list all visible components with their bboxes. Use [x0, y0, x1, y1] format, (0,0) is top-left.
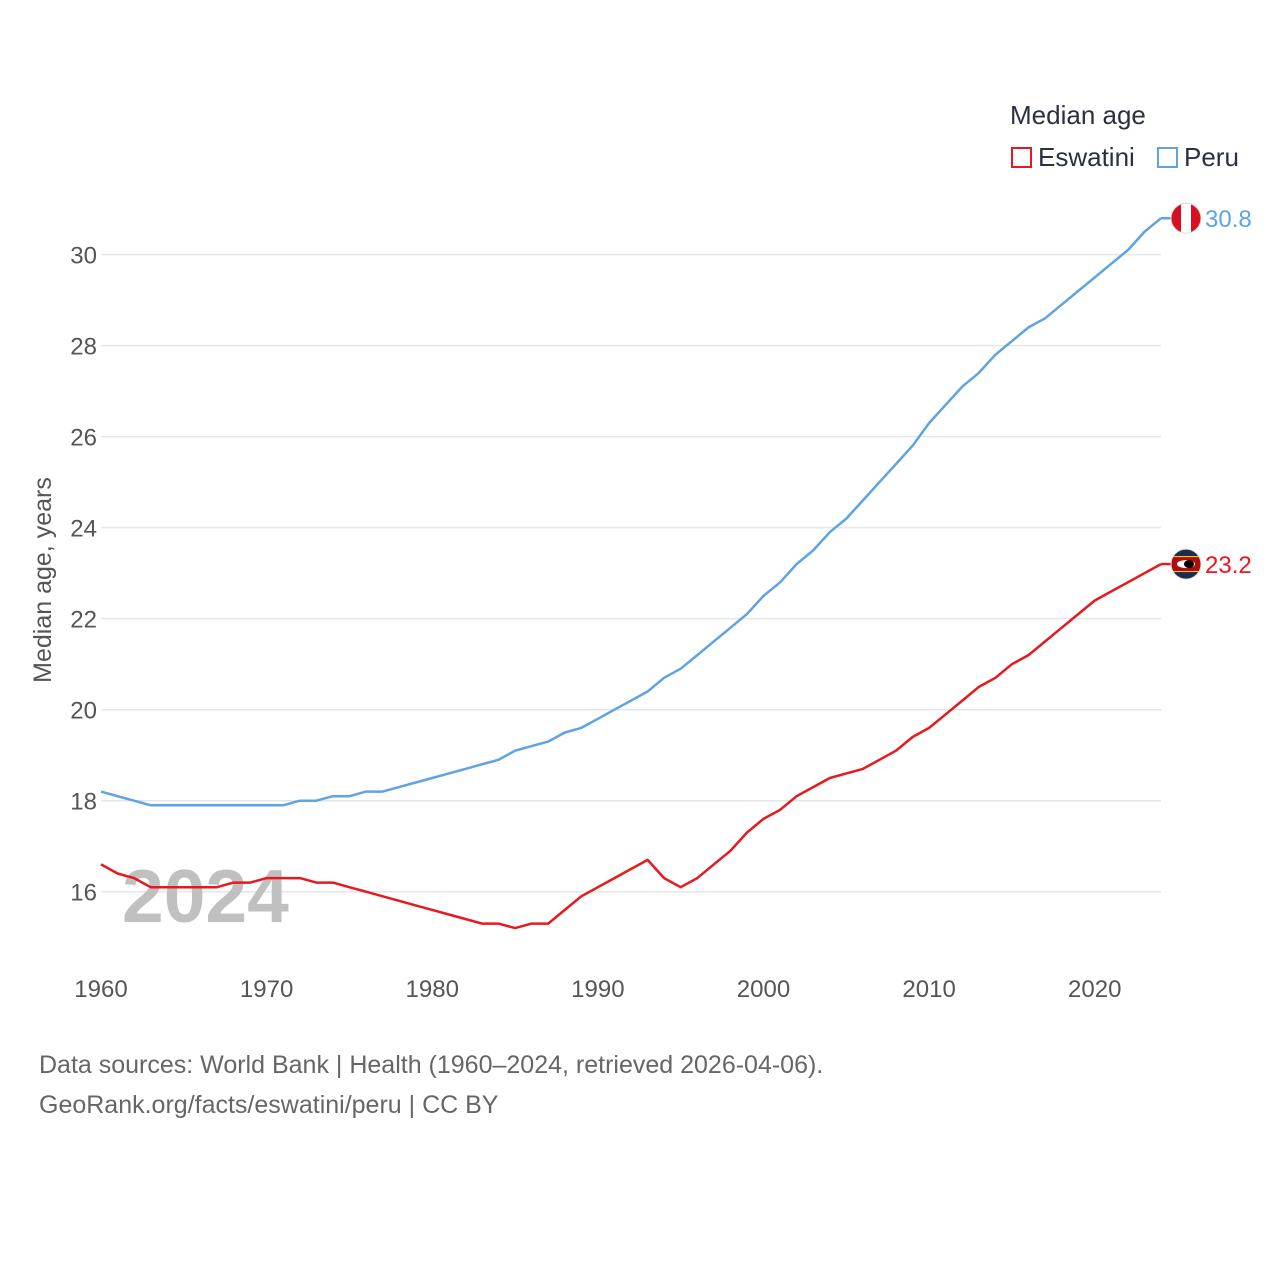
end-label-eswatini: 23.2	[1205, 552, 1252, 579]
y-axis-ticks: 16 18 20 22 24 26 28 30	[70, 243, 97, 907]
endpoint-layer: 23.2 30.8	[1161, 202, 1252, 580]
eswatini-flag-icon	[1170, 548, 1202, 580]
y-tick-label: 22	[70, 607, 97, 634]
grid-layer	[101, 253, 1161, 893]
end-label-peru: 30.8	[1205, 206, 1252, 233]
y-tick-label: 28	[70, 334, 97, 361]
series-line-peru[interactable]	[100, 217, 1162, 807]
y-tick-label: 26	[70, 425, 97, 452]
legend-label-peru: Peru	[1184, 142, 1239, 172]
source-line-2[interactable]: GeoRank.org/facts/eswatini/peru | CC BY	[39, 1091, 499, 1119]
y-tick-label: 24	[70, 516, 97, 543]
x-tick-label: 1980	[406, 976, 459, 1003]
x-tick-label: 1990	[571, 976, 624, 1003]
series-layer	[100, 217, 1162, 930]
legend-swatch-eswatini	[1011, 147, 1032, 168]
source-note: Data sources: World Bank | Health (1960–…	[39, 1045, 823, 1125]
peru-flag-icon	[1170, 202, 1202, 234]
series-line-eswatini[interactable]	[100, 563, 1162, 930]
x-axis-ticks: 1960 1970 1980 1990 2000 2010 2020	[74, 976, 1121, 1003]
x-tick-label: 1970	[240, 976, 293, 1003]
x-tick-label: 2020	[1068, 976, 1121, 1003]
legend-label-eswatini: Eswatini	[1038, 142, 1135, 172]
y-tick-label: 18	[70, 789, 97, 816]
legend-swatch-peru	[1157, 147, 1178, 168]
year-watermark: 2024	[122, 854, 289, 938]
source-line-1: Data sources: World Bank | Health (1960–…	[39, 1051, 824, 1079]
y-axis-label: Median age, years	[29, 477, 57, 683]
x-tick-label: 1960	[74, 976, 127, 1003]
legend-item-peru[interactable]: Peru	[1157, 142, 1239, 173]
x-tick-label: 2000	[737, 976, 790, 1003]
y-tick-label: 20	[70, 698, 97, 725]
legend-title: Median age	[1010, 100, 1146, 130]
y-tick-label: 16	[70, 880, 97, 907]
y-tick-label: 30	[70, 243, 97, 270]
legend-item-eswatini[interactable]: Eswatini	[1011, 142, 1135, 173]
x-tick-label: 2010	[902, 976, 955, 1003]
